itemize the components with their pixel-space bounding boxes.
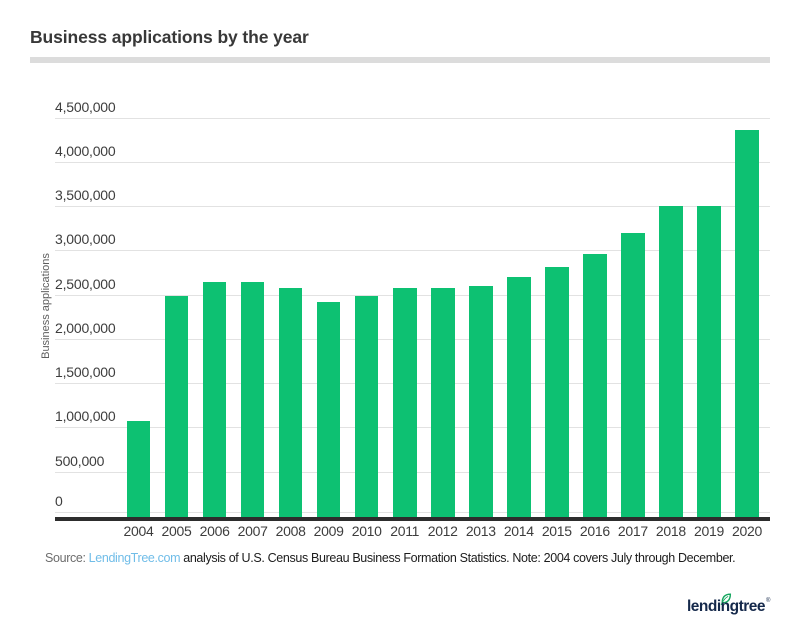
x-tick-label: 2009 — [313, 523, 344, 539]
y-gridline — [55, 118, 770, 119]
y-axis-title: Business applications — [40, 253, 52, 359]
bar-2012 — [431, 287, 455, 517]
leaf-icon — [720, 593, 732, 605]
logo-wordmark: lendingtree — [687, 598, 766, 615]
y-tick-label: 3,000,000 — [55, 231, 116, 247]
title-divider — [30, 57, 770, 63]
y-tick-label: 4,500,000 — [55, 99, 116, 115]
x-tick-label: 2011 — [390, 523, 420, 539]
x-tick-label: 2012 — [427, 523, 458, 539]
bar-2014 — [507, 276, 531, 517]
bar-2013 — [469, 285, 493, 517]
x-tick-label: 2019 — [694, 523, 724, 539]
y-tick-label: 2,000,000 — [55, 320, 116, 336]
y-tick-label: 0 — [55, 493, 63, 509]
x-tick-label: 2016 — [579, 523, 610, 539]
bar-2016 — [583, 253, 607, 517]
y-gridline — [55, 250, 770, 251]
bar-2008 — [278, 287, 303, 517]
bar-2015 — [545, 267, 569, 517]
x-tick-label: 2010 — [351, 523, 382, 539]
y-tick-label: 1,500,000 — [55, 364, 116, 380]
y-tick-label: 4,000,000 — [55, 143, 116, 159]
bar-2006 — [202, 282, 227, 517]
y-tick-label: 2,500,000 — [55, 276, 116, 292]
bar-2017 — [621, 232, 645, 517]
y-gridline — [55, 206, 770, 207]
y-gridline — [55, 162, 770, 163]
x-tick-label: 2017 — [617, 523, 648, 539]
x-tick-label: 2004 — [123, 523, 154, 539]
source-note: Source: LendingTree.com analysis of U.S. C… — [45, 551, 736, 565]
y-tick-label: 3,500,000 — [55, 187, 116, 203]
bar-2007 — [240, 282, 265, 517]
x-tick-label: 2008 — [275, 523, 306, 539]
x-axis-line — [55, 517, 770, 521]
lendingtree-logo: lendingtree ® — [687, 592, 777, 624]
logo-trademark: ® — [766, 598, 771, 604]
bar-2010 — [354, 295, 379, 517]
x-tick-label: 2015 — [541, 523, 572, 539]
bar-2018 — [659, 206, 683, 517]
bar-2009 — [316, 301, 341, 517]
bar-2011 — [393, 287, 417, 517]
y-tick-label: 1,000,000 — [55, 408, 116, 424]
lendingtree-link[interactable]: LendingTree.com — [88, 551, 181, 565]
source-label: Source: — [45, 551, 86, 565]
x-tick-label: 2005 — [161, 523, 192, 539]
bar-2020 — [735, 129, 759, 517]
bar-2004 — [126, 421, 151, 517]
bar-2019 — [697, 206, 721, 517]
x-tick-label: 2014 — [503, 523, 534, 539]
x-tick-label: 2018 — [655, 523, 686, 539]
bar-2005 — [164, 295, 189, 517]
x-tick-label: 2020 — [732, 523, 762, 539]
chart-title: Business applications by the year — [30, 27, 309, 47]
y-tick-label: 500,000 — [55, 453, 105, 469]
x-tick-label: 2006 — [199, 523, 230, 539]
x-tick-label: 2013 — [465, 523, 496, 539]
source-text: analysis of U.S. Census Bureau Business … — [183, 551, 736, 565]
x-tick-label: 2007 — [237, 523, 268, 539]
